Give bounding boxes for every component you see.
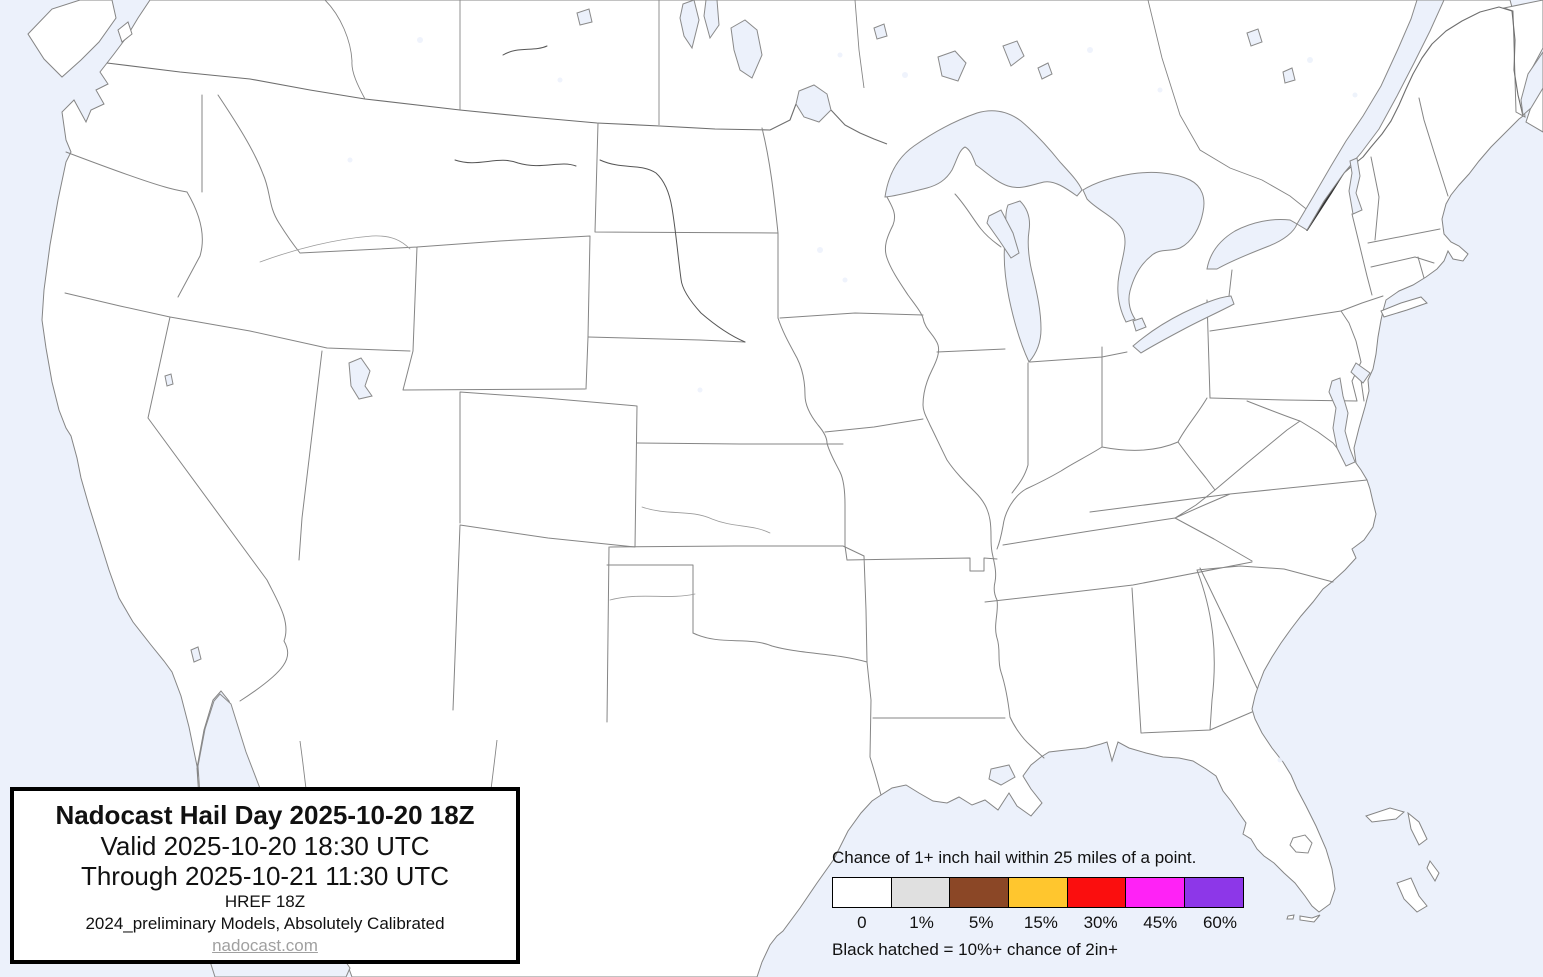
legend-label-60: 60% — [1202, 913, 1237, 932]
vancouver-island — [27, 0, 117, 78]
calibration-label: 2024_preliminary Models, Absolutely Cali… — [85, 914, 445, 933]
lake-huron — [1082, 171, 1205, 323]
model-label: HREF 18Z — [224, 892, 306, 911]
lake-champlain — [1348, 157, 1363, 215]
st-lawrence-river — [1296, 0, 1445, 231]
state-borders-appalachia — [1089, 372, 1368, 519]
legend-swatch-0 — [832, 877, 892, 908]
site-link[interactable]: nadocast.com — [212, 936, 318, 955]
salton-sea — [190, 646, 202, 663]
lake-winnipeg — [730, 19, 763, 79]
missouri-river — [454, 159, 746, 343]
legend-label-45: 45% — [1143, 913, 1178, 932]
valid-time: Valid 2025-10-20 18:30 UTC — [100, 831, 430, 861]
legend-note: Black hatched = 10%+ chance of 2in+ — [832, 940, 1118, 959]
lake-st-clair — [1132, 317, 1147, 332]
us-canada-border — [106, 62, 888, 145]
lake-superior — [884, 110, 1083, 198]
canadian-river — [609, 593, 696, 601]
legend-label-1: 1% — [909, 913, 934, 932]
snake-river — [259, 235, 411, 263]
state-borders-south — [984, 517, 1334, 734]
lake-erie — [1132, 295, 1235, 354]
florida-keys — [1286, 914, 1321, 923]
state-borders-northeast — [1209, 97, 1449, 402]
small-lakes — [347, 37, 1358, 763]
legend-swatch-1 — [890, 877, 951, 908]
hail-probability-legend: Chance of 1+ inch hail within 25 miles o… — [832, 848, 1262, 960]
legend-label-row: 0 1% 5% 15% 30% 45% 60% — [832, 913, 1262, 933]
bahamas-islands — [1365, 807, 1440, 913]
province-borders — [324, 0, 1311, 213]
legend-swatch-45 — [1125, 877, 1186, 908]
info-box: Nadocast Hail Day 2025-10-20 18Z Valid 2… — [10, 787, 520, 964]
legend-swatch-row — [832, 877, 1262, 908]
bay-of-fundy — [1520, 51, 1543, 116]
state-borders-plains — [587, 122, 1006, 796]
green-bay — [986, 209, 1020, 259]
legend-swatch-30 — [1066, 877, 1127, 908]
delaware-bay — [1350, 362, 1371, 384]
forecast-title: Nadocast Hail Day 2025-10-20 18Z — [55, 800, 475, 830]
saskatchewan-river — [502, 45, 548, 56]
pyramid-lake — [164, 373, 174, 387]
lake-of-the-woods — [795, 84, 832, 123]
lake-manitoba — [703, 0, 720, 40]
legend-label-0: 0 — [857, 913, 867, 932]
river-borders-mississippi-missouri — [777, 196, 1045, 759]
legend-swatch-60 — [1184, 877, 1244, 908]
chesapeake-bay — [1328, 377, 1356, 467]
great-salt-lake — [348, 357, 373, 400]
legend-swatch-15 — [1008, 877, 1068, 908]
lake-pontchartrain — [988, 764, 1016, 786]
long-island — [1380, 296, 1428, 318]
legend-heading: Chance of 1+ inch hail within 25 miles o… — [832, 848, 1197, 867]
legend-label-5: 5% — [968, 913, 994, 932]
legend-label-15: 15% — [1023, 913, 1058, 932]
lake-winnipegosis — [679, 0, 700, 50]
through-time: Through 2025-10-21 11:30 UTC — [80, 861, 450, 891]
arkansas-river — [641, 506, 771, 534]
legend-swatch-5 — [949, 877, 1010, 908]
state-borders-midwest — [936, 193, 1211, 550]
lake-okeechobee — [1289, 834, 1313, 854]
state-borders-west — [64, 94, 694, 723]
bc-island — [117, 21, 133, 43]
canadian-lake — [576, 8, 1296, 84]
legend-label-30: 30% — [1083, 913, 1118, 932]
lake-nipigon — [937, 50, 967, 82]
